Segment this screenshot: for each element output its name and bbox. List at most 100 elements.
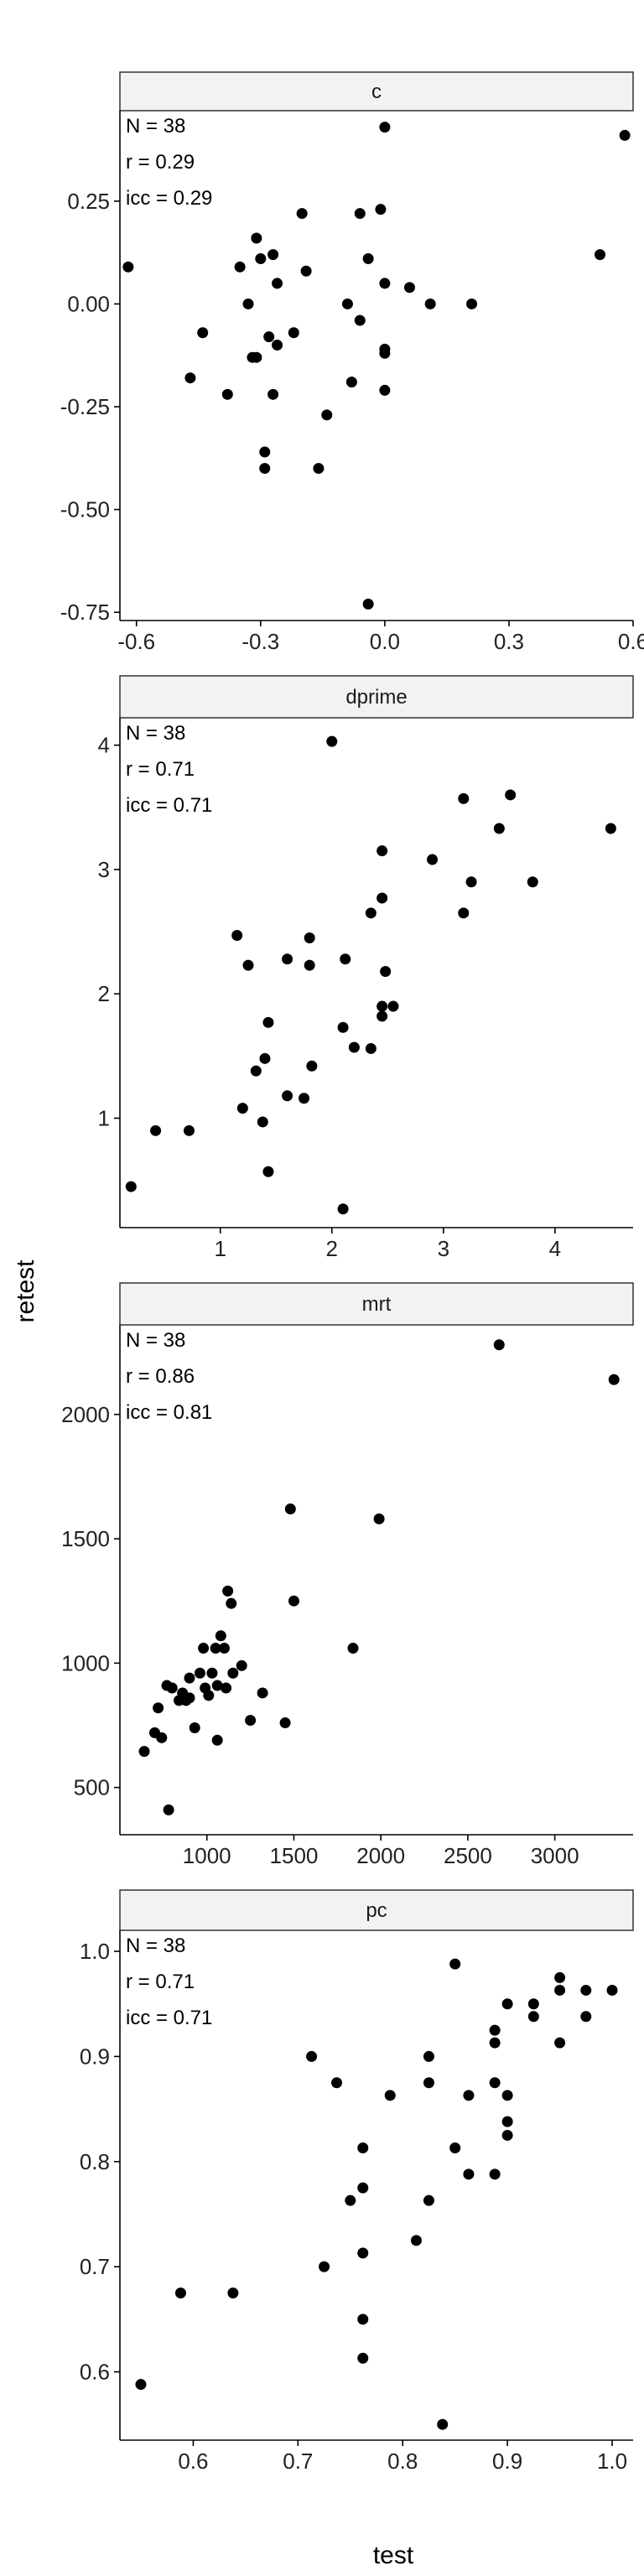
data-point	[348, 1041, 360, 1053]
x-tick-label: 0.3	[494, 629, 524, 654]
data-point	[282, 1090, 293, 1102]
data-point	[183, 1124, 195, 1136]
data-point	[377, 892, 388, 904]
data-point	[463, 2168, 475, 2180]
data-point	[365, 1042, 377, 1054]
panel-pc: pc 0.6 0.7 0.8 0.9 1.0 0.6 0.7 0.8 0.9 1.0 N = 38 r …	[80, 1889, 634, 2474]
data-point	[377, 845, 388, 857]
data-point	[527, 2011, 539, 2023]
facet-strip	[119, 71, 634, 112]
facet-strip	[119, 675, 634, 719]
data-point	[282, 953, 293, 965]
y-tick-label: 0.8	[80, 2149, 110, 2174]
data-point	[554, 2037, 566, 2049]
data-point	[166, 1682, 178, 1694]
data-point	[184, 372, 196, 384]
data-point	[135, 2379, 147, 2391]
data-point	[341, 298, 353, 309]
data-point	[384, 2090, 396, 2101]
data-point	[222, 1585, 234, 1597]
data-point	[357, 2314, 369, 2325]
panel-mrt: mrt 1000 1500 2000 2500 3000 500 1000 1500 2000 N …	[61, 1282, 634, 1868]
data-point	[150, 1124, 162, 1136]
y-tick-label: 1000	[61, 1650, 110, 1675]
data-point	[272, 278, 283, 289]
data-point	[337, 1203, 349, 1215]
data-point	[215, 1630, 226, 1642]
y-tick-label: 0.25	[67, 189, 110, 214]
data-point	[354, 208, 366, 220]
data-point	[580, 1984, 592, 1996]
x-tick-label: 1500	[270, 1843, 319, 1868]
data-point	[174, 2287, 186, 2298]
data-point	[250, 1065, 262, 1077]
data-point	[449, 1958, 461, 1970]
data-point	[156, 1732, 168, 1743]
y-tick-label: 1.0	[80, 1939, 110, 1964]
y-tick-label: 0.6	[80, 2360, 110, 2385]
data-point	[608, 1374, 620, 1385]
data-point	[221, 1682, 232, 1694]
data-point	[313, 463, 325, 475]
data-point	[321, 409, 333, 421]
x-tick-label: 0.9	[492, 2449, 522, 2474]
data-point	[340, 953, 351, 965]
data-point	[251, 351, 262, 363]
x-tick-label: 4	[549, 1236, 561, 1261]
stat-annotation: r = 0.71	[126, 758, 195, 781]
data-point	[227, 2287, 239, 2298]
data-point	[458, 907, 470, 919]
stat-annotation: icc = 0.81	[126, 1401, 212, 1424]
data-point	[362, 253, 374, 265]
x-tick-label: 1000	[183, 1843, 231, 1868]
data-point	[288, 327, 299, 339]
data-point	[379, 384, 391, 396]
y-tick-label: -0.50	[60, 497, 110, 522]
data-point	[138, 1746, 150, 1758]
data-point	[423, 2050, 434, 2062]
data-point	[505, 789, 517, 801]
data-point	[304, 959, 315, 971]
y-tick-label: 2	[98, 981, 110, 1006]
x-tick-label: 3	[438, 1236, 449, 1261]
y-tick-label: 1500	[61, 1526, 110, 1551]
data-point	[373, 1513, 385, 1524]
stat-annotation: N = 38	[126, 722, 185, 745]
data-point	[527, 1998, 539, 2010]
data-point	[184, 1692, 195, 1704]
data-point	[493, 823, 505, 834]
data-point	[203, 1690, 215, 1701]
facet-strip-label: mrt	[362, 1293, 392, 1316]
stat-annotation: icc = 0.71	[126, 794, 212, 817]
data-point	[211, 1680, 223, 1691]
y-tick-label: 3	[98, 857, 110, 882]
x-tick-label: 0.8	[387, 2449, 418, 2474]
data-point	[245, 1715, 257, 1727]
data-point	[259, 446, 271, 458]
y-tick-label: 500	[74, 1775, 110, 1800]
panels-group: c -0.6 -0.3 0.0 0.3 0.6 -0.75 -0.50 -0.25 0.00 0.2…	[60, 71, 644, 2474]
data-point	[458, 792, 470, 804]
facet-strip-label: pc	[366, 1899, 387, 1922]
data-point	[375, 204, 387, 216]
data-point	[437, 2418, 449, 2430]
y-tick-label: 4	[98, 733, 110, 758]
data-point	[489, 2168, 501, 2180]
data-point	[606, 1984, 618, 1996]
data-point	[357, 2352, 369, 2364]
y-tick-label: 0.7	[80, 2254, 110, 2279]
data-point	[242, 298, 254, 309]
data-point	[605, 823, 616, 834]
data-point	[296, 208, 308, 220]
x-tick-label: 3000	[531, 1843, 579, 1868]
data-point	[554, 1984, 566, 1996]
data-point	[263, 331, 275, 343]
data-point	[300, 265, 312, 277]
y-tick-label: 0.00	[67, 291, 110, 316]
data-point	[272, 339, 283, 351]
x-tick-label: 0.6	[618, 629, 644, 654]
data-point	[326, 735, 338, 747]
data-point	[501, 2116, 513, 2127]
data-point	[387, 1000, 399, 1012]
data-point	[410, 2235, 422, 2246]
